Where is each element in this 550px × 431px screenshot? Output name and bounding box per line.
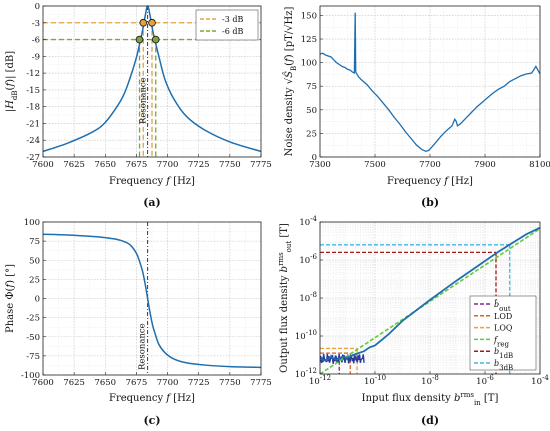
series-line [42, 233, 262, 369]
y-tick-label: 125 [301, 35, 317, 45]
legend-label: LOD [494, 312, 512, 321]
y-tick-label: -75 [26, 352, 40, 362]
y-tick-label: -3 [32, 19, 40, 29]
y-tick-label: -27 [26, 153, 40, 163]
x-tick-label: 7775 [250, 378, 272, 388]
y-tick-label: 25 [306, 129, 317, 139]
x-tick-label: 7300 [309, 160, 331, 170]
y-tick-label: 0 [35, 295, 40, 305]
x-tick-label: 10-10 [364, 374, 386, 387]
x-tick-label: 7650 [94, 378, 116, 388]
y-tick-label: 75 [306, 82, 317, 92]
panel-label: (c) [143, 414, 160, 427]
axes-frame [42, 5, 262, 158]
x-tick-label: 7600 [32, 160, 54, 170]
x-tick-label: 7625 [63, 160, 85, 170]
legend-box [195, 9, 259, 41]
x-axis-label: Frequency f [Hz] [387, 176, 473, 187]
legend-label: LOQ [494, 324, 513, 333]
y-tick-label: -21 [26, 119, 40, 129]
y-tick-label: 10-8 [299, 291, 317, 304]
y-axis-label: Noise density √ŜB(f) [pT/√Hz] [283, 6, 298, 156]
x-axis-label: Input flux density brmsin [T] [362, 391, 499, 407]
legend-label: b3dB [494, 359, 513, 372]
resonance-label: Resonance [139, 77, 149, 124]
y-axis-label: Phase Φ(f) [°] [5, 264, 16, 333]
x-tick-label: 7750 [219, 160, 241, 170]
y-tick-label: 100 [301, 59, 317, 69]
panel-c: Resonance 7600 7625 7650 7675 7700 7725 7750 777… [5, 218, 272, 427]
y-axis-label: |HdB(f)| [dB] [5, 51, 19, 112]
series-line [319, 226, 541, 362]
panel-label: (d) [421, 414, 439, 427]
x-tick-label: 7675 [126, 160, 148, 170]
y-tick-label: 150 [301, 11, 317, 21]
y-axis-label: Output flux density brmsout [T] [277, 223, 293, 373]
y-tick-label: -25 [26, 314, 40, 324]
y-tick-label: 10-10 [295, 329, 317, 342]
x-tick-label: 7500 [364, 160, 386, 170]
legend-label: freg [493, 335, 509, 348]
x-tick-label: 10-4 [531, 374, 549, 387]
x-tick-label: 7600 [32, 378, 54, 388]
y-tick-label: -15 [26, 86, 40, 96]
y-tick-label: 0 [35, 2, 40, 12]
panel-d: 10-12 10-10 10-8 10-6 10-4 10-12 10-10 10-8 10-6… [277, 215, 549, 427]
y-tick-label: -50 [26, 333, 40, 343]
legend-label: b1dB [494, 347, 513, 360]
y-tick-label: 50 [29, 256, 40, 266]
x-tick-label: 7750 [219, 378, 241, 388]
panel-label: (a) [143, 196, 161, 209]
x-tick-label: 7675 [126, 378, 148, 388]
y-tick-label: 0 [312, 153, 317, 163]
x-axis-label: Frequency f [Hz] [109, 393, 195, 404]
legend-box [469, 295, 537, 371]
y-tick-label: 50 [306, 106, 317, 116]
x-tick-label: 7900 [474, 160, 496, 170]
x-tick-label: 7725 [188, 378, 210, 388]
panel-label: (b) [421, 196, 439, 209]
legend-label: b̂out [494, 298, 511, 313]
threshold-marker [151, 35, 160, 44]
y-tick-label: 100 [24, 218, 40, 228]
regression-line [319, 227, 541, 375]
panel-a: Resonance -3 dB -6 dB 7600 7625 7650 7675 7700 7… [5, 2, 272, 209]
x-tick-label: 7725 [188, 160, 210, 170]
legend: -3 dB -6 dB [195, 9, 259, 41]
y-tick-label: -6 [32, 36, 40, 46]
y-tick-label: -9 [32, 52, 40, 62]
y-tick-label: -18 [26, 103, 40, 113]
low-level-noise [319, 353, 365, 365]
series-line [42, 5, 262, 153]
y-tick-label: -100 [21, 371, 40, 381]
x-tick-label: 7700 [157, 378, 179, 388]
x-axis-label: Frequency f [Hz] [109, 176, 195, 187]
y-tick-label: 10-12 [295, 367, 317, 380]
threshold-marker [135, 35, 144, 44]
x-tick-label: 10-12 [309, 374, 331, 387]
y-tick-label: -24 [26, 136, 40, 146]
x-tick-label: 10-6 [476, 374, 494, 387]
y-tick-label: 10-6 [299, 253, 317, 266]
threshold-marker [148, 18, 156, 27]
y-tick-label: 10-4 [299, 215, 317, 228]
threshold-marker [139, 18, 148, 27]
legend-label: -6 dB [222, 27, 243, 36]
x-tick-label: 10-8 [421, 374, 439, 387]
x-tick-label: 7700 [157, 160, 179, 170]
y-tick-label: 75 [29, 237, 40, 247]
x-tick-label: 7700 [419, 160, 441, 170]
x-tick-label: 8100 [529, 160, 550, 170]
y-tick-label: 25 [29, 275, 40, 285]
panel-b: 7300 7500 7700 7900 8100 0 25 50 75 100 125 150 Freq… [283, 5, 550, 209]
x-tick-label: 7775 [250, 160, 272, 170]
series-line [319, 12, 541, 153]
y-tick-label: -12 [26, 69, 40, 79]
x-tick-label: 7625 [63, 378, 85, 388]
legend-label: -3 dB [222, 15, 243, 24]
resonance-label: Resonance [138, 323, 148, 370]
x-tick-label: 7650 [94, 160, 116, 170]
